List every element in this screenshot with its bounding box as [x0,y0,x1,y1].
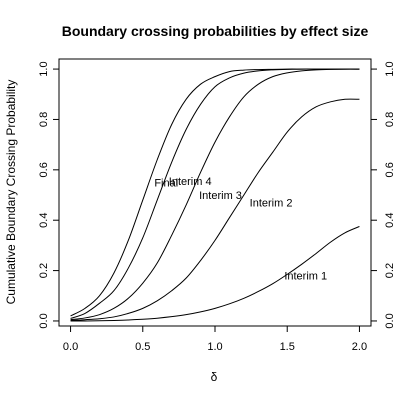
y-tick-label-right: 0.8 [384,112,396,127]
y-tick-label-right: 0.0 [384,313,396,328]
series-label-final: Final [154,177,178,189]
series-label-interim-2: Interim 2 [250,198,293,210]
y-axis-left: 0.0 0.2 0.4 0.6 0.8 1.0 [38,61,59,329]
y-tick-label: 0.2 [38,263,50,278]
series-line-interim-3 [70,68,360,321]
x-tick-label: 0.5 [135,341,150,353]
y-tick-label: 0.0 [38,313,50,328]
series-label-interim-1: Interim 1 [284,271,327,283]
series-label-interim-4: Interim 4 [169,176,212,188]
y-axis-label: Cumulative Boundary Crossing Probability [4,80,18,305]
y-tick-label: 0.6 [38,162,50,177]
series-lines [70,68,360,322]
x-tick-label: 1.0 [207,341,222,353]
y-tick-label: 0.8 [38,112,50,127]
y-tick-label-right: 1.0 [384,61,396,76]
y-tick-label-right: 0.4 [384,213,396,228]
y-tick-label: 0.4 [38,213,50,228]
series-line-interim-2 [70,98,360,321]
y-tick-label-right: 0.6 [384,162,396,177]
x-tick-label: 2.0 [352,341,367,353]
y-tick-label-right: 0.2 [384,263,396,278]
series-label-interim-3: Interim 3 [199,190,242,202]
chart-title: Boundary crossing probabilities by effec… [62,23,369,39]
x-axis-label: δ [211,370,218,384]
series-line-interim-1 [70,226,360,322]
x-axis: 0.0 0.5 1.0 1.5 2.0 [63,326,367,353]
x-tick-label: 1.5 [280,341,295,353]
x-tick-label: 0.0 [63,341,78,353]
y-axis-right: 0.0 0.2 0.4 0.6 0.8 1.0 [371,61,396,329]
y-tick-label: 1.0 [38,61,50,76]
series-line-interim-4 [70,68,360,319]
